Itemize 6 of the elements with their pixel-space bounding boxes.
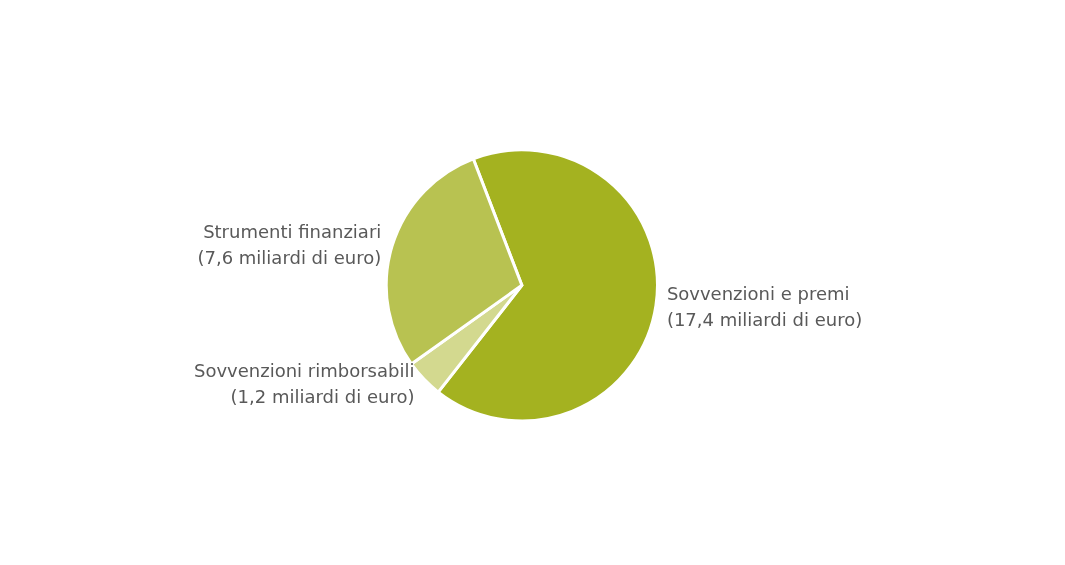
data-label: (7,6 miliardi di euro)	[197, 246, 382, 268]
slice-label: Strumenti finanziari	[203, 220, 382, 242]
slice-label: Sovvenzioni rimborsabili	[193, 359, 415, 381]
data-label: (1,2 miliardi di euro)	[230, 385, 415, 407]
data-label: (17,4 miliardi di euro)	[666, 308, 863, 330]
slice-label: Sovvenzioni e premi	[666, 282, 850, 304]
